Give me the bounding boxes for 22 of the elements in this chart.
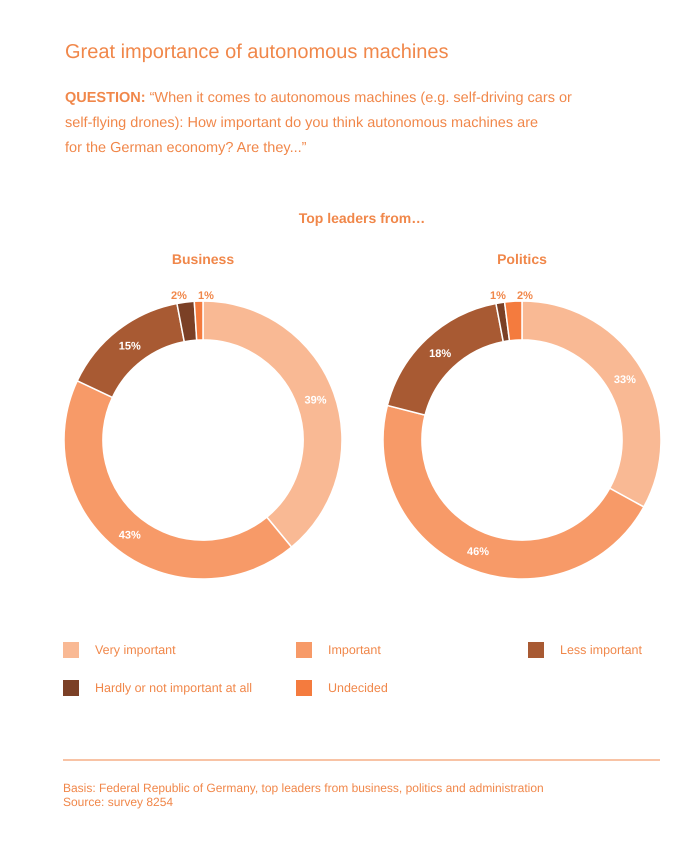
slice-label: Business [172, 251, 234, 267]
data-label: 46% [466, 546, 490, 558]
data-label: 2% [171, 290, 188, 302]
slice-label: Politics [497, 251, 548, 267]
text: Top leaders from… [298, 210, 426, 226]
data-label: 15% [118, 340, 141, 353]
data-label: 18% [429, 348, 452, 360]
legend-label: Very important [95, 643, 176, 657]
chart-subtitle: QUESTION: “When it comes to autonomous machines (e.g. self-driving cars or self-flying drones): How important do you think autonomous machines are for the German economy? Are they...” [65, 90, 572, 156]
legend-label: Hardly or not important at all [95, 681, 252, 695]
data-label: 33% [614, 374, 636, 386]
data-label: 39% [304, 394, 327, 407]
source-note: Source: survey 8254 [63, 795, 174, 809]
legend-label: Important [328, 643, 382, 657]
data-label: 1% [490, 290, 506, 302]
data-label: 1% [198, 290, 214, 302]
legend-label: Less important [560, 643, 643, 657]
legend-label: Undecided [328, 681, 388, 695]
chart-title: Great importance of autonomous machines [65, 41, 449, 63]
text: Basis: Federal Republic of Germany, top leaders from business, politics and administration [63, 781, 544, 795]
data-label: 2% [517, 290, 534, 302]
data-label: 43% [118, 529, 141, 542]
